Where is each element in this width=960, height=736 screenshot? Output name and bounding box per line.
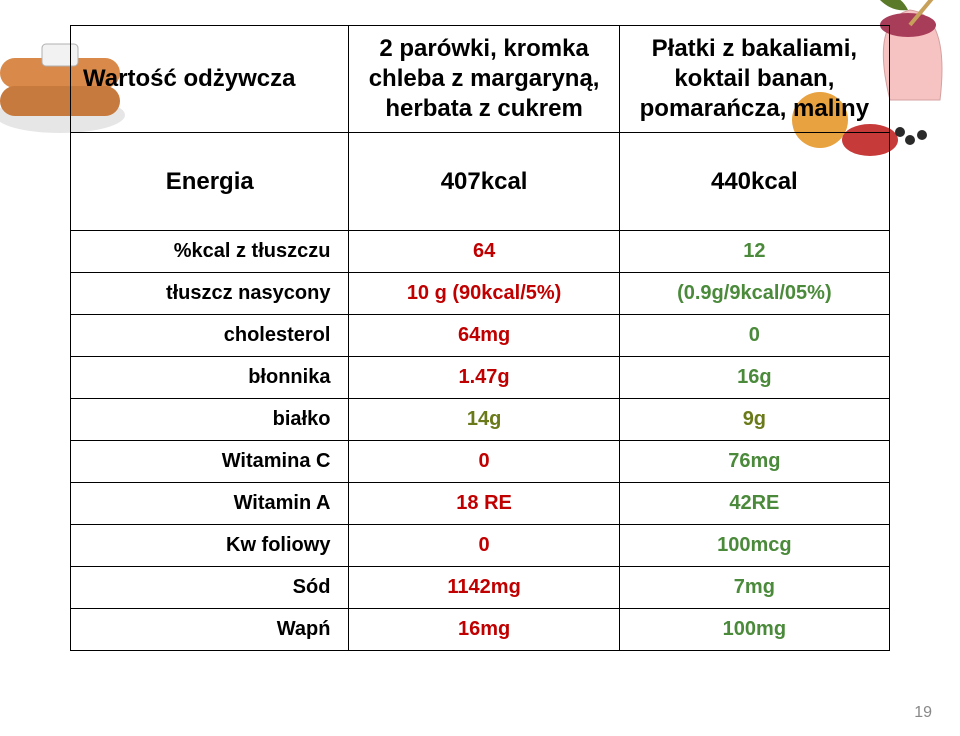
row-value-b: 16g (619, 357, 889, 399)
table-row: cholesterol64mg0 (71, 315, 890, 357)
table-row: %kcal z tłuszczu6412 (71, 231, 890, 273)
row-value-a: 0 (349, 525, 619, 567)
nutrition-table: Wartość odżywcza 2 parówki, kromka chleb… (70, 25, 890, 651)
row-value-a: 407kcal (349, 133, 619, 231)
table-header-row: Wartość odżywcza 2 parówki, kromka chleb… (71, 26, 890, 133)
row-value-a: 1142mg (349, 567, 619, 609)
header-meal-a: 2 parówki, kromka chleba z margaryną, he… (349, 26, 619, 133)
row-value-a: 1.47g (349, 357, 619, 399)
table-row: błonnika1.47g16g (71, 357, 890, 399)
row-label: Witamin A (71, 483, 349, 525)
row-label: błonnika (71, 357, 349, 399)
row-label: Wapń (71, 609, 349, 651)
row-value-b: 42RE (619, 483, 889, 525)
table-row: Energia407kcal440kcal (71, 133, 890, 231)
row-label: tłuszcz nasycony (71, 273, 349, 315)
row-value-b: 9g (619, 399, 889, 441)
row-value-b: 7mg (619, 567, 889, 609)
table-row: Witamin A18 RE42RE (71, 483, 890, 525)
row-value-a: 0 (349, 441, 619, 483)
row-label: Sód (71, 567, 349, 609)
row-value-b: 100mcg (619, 525, 889, 567)
row-value-b: (0.9g/9kcal/05%) (619, 273, 889, 315)
nutrition-table-wrap: Wartość odżywcza 2 parówki, kromka chleb… (70, 25, 890, 651)
row-label: Kw foliowy (71, 525, 349, 567)
row-value-b: 12 (619, 231, 889, 273)
row-value-a: 18 RE (349, 483, 619, 525)
row-value-b: 440kcal (619, 133, 889, 231)
row-label: %kcal z tłuszczu (71, 231, 349, 273)
row-value-b: 0 (619, 315, 889, 357)
table-row: Kw foliowy0100mcg (71, 525, 890, 567)
row-value-b: 76mg (619, 441, 889, 483)
table-row: Sód1142mg7mg (71, 567, 890, 609)
row-label: białko (71, 399, 349, 441)
table-row: białko14g9g (71, 399, 890, 441)
row-value-a: 64mg (349, 315, 619, 357)
row-value-a: 64 (349, 231, 619, 273)
header-meal-b: Płatki z bakaliami, koktail banan, pomar… (619, 26, 889, 133)
header-label: Wartość odżywcza (71, 26, 349, 133)
row-value-a: 14g (349, 399, 619, 441)
row-value-b: 100mg (619, 609, 889, 651)
page-number: 19 (914, 704, 932, 722)
row-label: Witamina C (71, 441, 349, 483)
row-label: Energia (71, 133, 349, 231)
row-value-a: 10 g (90kcal/5%) (349, 273, 619, 315)
table-row: Witamina C076mg (71, 441, 890, 483)
row-label: cholesterol (71, 315, 349, 357)
row-value-a: 16mg (349, 609, 619, 651)
table-row: tłuszcz nasycony10 g (90kcal/5%)(0.9g/9k… (71, 273, 890, 315)
table-row: Wapń16mg100mg (71, 609, 890, 651)
